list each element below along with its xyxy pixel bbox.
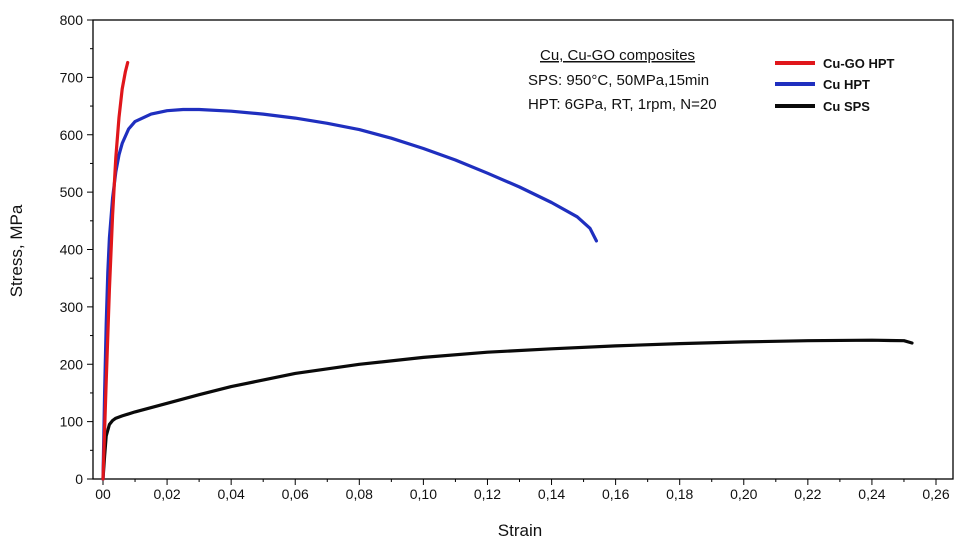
x-tick-label: 0,16 <box>602 486 629 502</box>
x-tick-label: 0,24 <box>858 486 885 502</box>
x-tick-label: 00 <box>95 486 111 502</box>
x-tick-label: 0,22 <box>794 486 821 502</box>
x-tick-label: 0,10 <box>410 486 437 502</box>
series-line-cu-sps <box>101 338 914 481</box>
y-tick-label: 0 <box>75 471 83 487</box>
y-tick-label: 500 <box>60 184 84 200</box>
y-tick-label: 700 <box>60 69 84 85</box>
x-tick-label: 0,20 <box>730 486 757 502</box>
y-tick-label: 200 <box>60 356 84 372</box>
y-tick-label: 100 <box>60 414 84 430</box>
legend: Cu-GO HPT Cu HPT Cu SPS <box>775 56 895 114</box>
y-tick-label: 800 <box>60 12 84 28</box>
x-tick-label: 0,12 <box>474 486 501 502</box>
x-tick-label: 0,06 <box>282 486 309 502</box>
y-axis-label: Stress, MPa <box>7 204 26 297</box>
x-axis-label: Strain <box>498 521 542 540</box>
plot-area <box>101 60 914 481</box>
annotation-block: Cu, Cu-GO composites SPS: 950°C, 50MPa,1… <box>528 47 717 113</box>
series-line-cu-hpt <box>101 107 599 481</box>
annotation-title: Cu, Cu-GO composites <box>540 47 695 64</box>
y-tick-label: 300 <box>60 299 84 315</box>
x-tick-label: 0,26 <box>922 486 949 502</box>
y-tick-label: 600 <box>60 127 84 143</box>
x-tick-label: 0,14 <box>538 486 565 502</box>
legend-label: Cu SPS <box>823 99 870 114</box>
legend-label: Cu-GO HPT <box>823 56 895 71</box>
y-tick-label: 400 <box>60 242 84 258</box>
axes: 00 0,02 0,04 0,06 0,08 0,10 0,12 0,14 0,16 0,18 0,… <box>60 12 954 502</box>
annotation-line: HPT: 6GPa, RT, 1rpm, N=20 <box>528 96 717 113</box>
x-tick-label: 0,18 <box>666 486 693 502</box>
legend-label: Cu HPT <box>823 77 870 92</box>
series-line-cu-go-hpt <box>101 60 130 481</box>
x-tick-label: 0,08 <box>346 486 373 502</box>
x-tick-label: 0,04 <box>218 486 245 502</box>
x-tick-label: 0,02 <box>153 486 180 502</box>
annotation-line: SPS: 950°C, 50MPa,15min <box>528 72 709 89</box>
